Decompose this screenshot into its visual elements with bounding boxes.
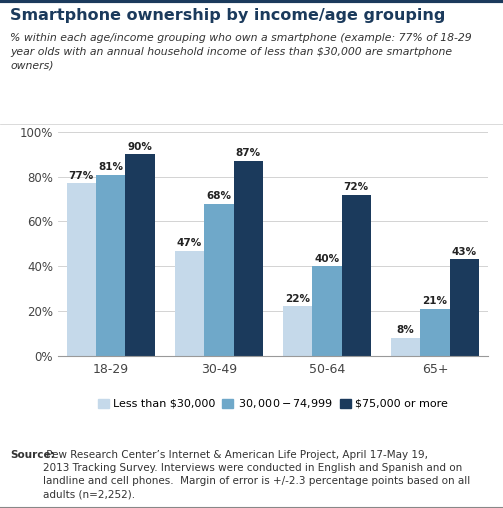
- Bar: [67, 183, 96, 356]
- Text: Source:: Source:: [10, 450, 55, 460]
- Text: 22%: 22%: [285, 294, 310, 304]
- Bar: [312, 266, 342, 356]
- Text: 68%: 68%: [206, 191, 231, 201]
- Bar: [283, 306, 312, 356]
- Bar: [204, 204, 233, 356]
- Bar: [233, 161, 263, 356]
- Text: 47%: 47%: [177, 238, 202, 248]
- Text: 72%: 72%: [344, 182, 369, 192]
- Bar: [175, 250, 204, 356]
- Bar: [391, 338, 421, 356]
- Text: 87%: 87%: [235, 148, 261, 158]
- Text: 90%: 90%: [128, 142, 152, 152]
- Bar: [125, 154, 155, 356]
- Bar: [342, 195, 371, 356]
- Text: 21%: 21%: [423, 296, 448, 306]
- Text: 8%: 8%: [397, 325, 414, 335]
- Bar: [421, 309, 450, 356]
- Text: 40%: 40%: [314, 253, 340, 264]
- Text: Pew Research Center’s Internet & American Life Project, April 17-May 19,
2013 Tr: Pew Research Center’s Internet & America…: [43, 450, 470, 499]
- Text: 81%: 81%: [98, 162, 123, 172]
- Text: % within each age/income grouping who own a smartphone (example: 77% of 18-29
ye: % within each age/income grouping who ow…: [10, 33, 472, 70]
- Bar: [96, 175, 125, 356]
- Legend: Less than $30,000, $30,000-$74,999, $75,000 or more: Less than $30,000, $30,000-$74,999, $75,…: [98, 397, 448, 410]
- Bar: [450, 260, 479, 356]
- Text: 43%: 43%: [452, 247, 477, 257]
- Text: 77%: 77%: [69, 171, 94, 181]
- Text: Smartphone ownership by income/age grouping: Smartphone ownership by income/age group…: [10, 8, 446, 23]
